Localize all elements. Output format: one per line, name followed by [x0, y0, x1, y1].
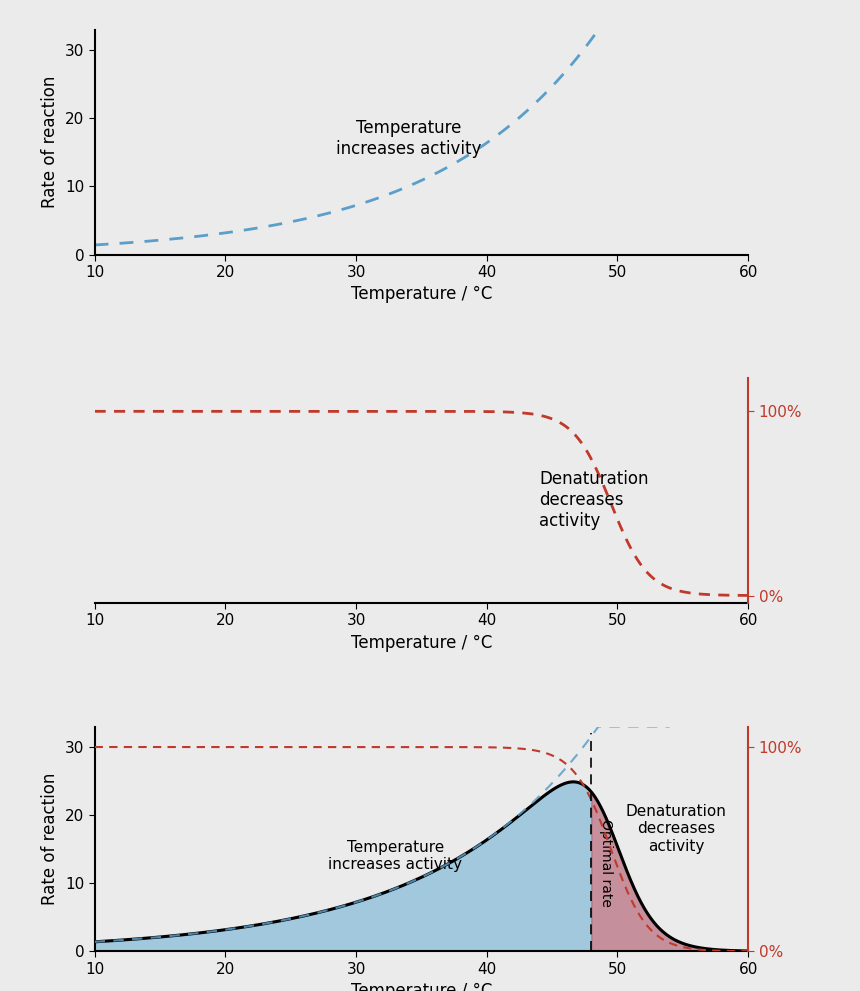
Text: Optimal rate: Optimal rate: [599, 819, 613, 907]
Text: Denaturation
decreases
activity: Denaturation decreases activity: [539, 470, 648, 529]
Text: Temperature
increases activity: Temperature increases activity: [335, 119, 481, 159]
X-axis label: Temperature / °C: Temperature / °C: [351, 634, 492, 652]
Y-axis label: Rate of reaction: Rate of reaction: [41, 773, 59, 905]
Text: Denaturation
decreases
activity: Denaturation decreases activity: [626, 804, 727, 853]
Text: Temperature
increases activity: Temperature increases activity: [329, 839, 463, 872]
X-axis label: Temperature / °C: Temperature / °C: [351, 285, 492, 303]
Y-axis label: Rate of reaction: Rate of reaction: [41, 76, 59, 208]
X-axis label: Temperature / °C: Temperature / °C: [351, 982, 492, 991]
